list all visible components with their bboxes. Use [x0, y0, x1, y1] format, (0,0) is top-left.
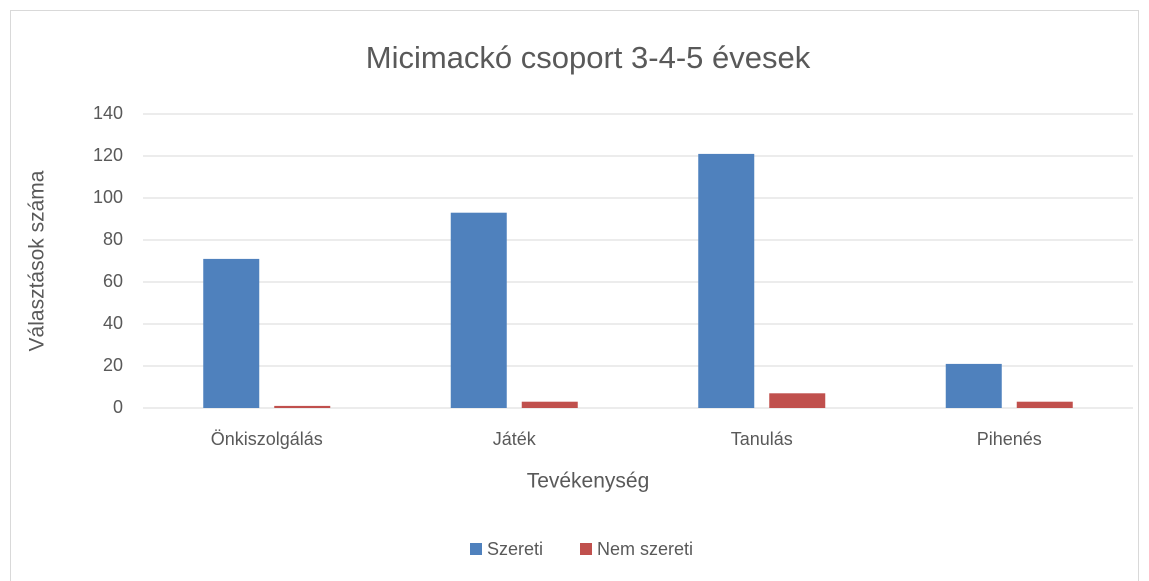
bar — [274, 405, 331, 408]
bar — [698, 153, 755, 408]
y-tick-label: 140 — [93, 103, 123, 123]
x-axis-title: Tevékenység — [527, 470, 650, 493]
y-tick-label: 0 — [113, 397, 123, 417]
x-tick-label: Önkiszolgálás — [211, 429, 323, 449]
bar — [1016, 401, 1073, 408]
x-tick-label: Tanulás — [731, 429, 793, 449]
chart-border — [10, 10, 1139, 581]
legend-label: Nem szereti — [597, 539, 693, 559]
y-tick-label: 20 — [103, 355, 123, 375]
y-tick-label: 60 — [103, 271, 123, 291]
bar — [769, 393, 826, 408]
bar — [450, 212, 507, 408]
legend-swatch — [580, 543, 592, 555]
legend-swatch — [470, 543, 482, 555]
x-tick-label: Játék — [493, 429, 537, 449]
legend-label: Szereti — [487, 539, 543, 559]
y-axis-title: Választások száma — [26, 170, 49, 351]
x-tick-label: Pihenés — [977, 429, 1042, 449]
bar — [945, 363, 1002, 408]
y-tick-label: 80 — [103, 229, 123, 249]
bar — [521, 401, 578, 408]
y-tick-label: 40 — [103, 313, 123, 333]
y-tick-label: 120 — [93, 145, 123, 165]
bar — [203, 258, 260, 408]
chart-title: Micimackó csoport 3-4-5 évesek — [366, 40, 811, 75]
y-tick-label: 100 — [93, 187, 123, 207]
